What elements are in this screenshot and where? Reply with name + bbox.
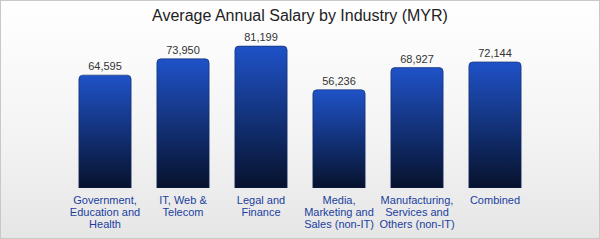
data-label: 72,144 bbox=[478, 47, 512, 59]
data-label: 68,927 bbox=[400, 53, 434, 65]
bar bbox=[79, 75, 131, 188]
bar bbox=[235, 46, 287, 188]
bars bbox=[79, 46, 521, 188]
data-label: 73,950 bbox=[166, 44, 200, 56]
x-tick-label: Legal and Finance bbox=[219, 194, 303, 218]
x-tick-label: IT, Web & Telecom bbox=[141, 194, 225, 218]
bar bbox=[469, 62, 521, 188]
x-tick-label: Manufacturing, Services and Others (non-… bbox=[375, 194, 459, 230]
data-label: 56,236 bbox=[322, 75, 356, 87]
data-label: 81,199 bbox=[244, 31, 278, 43]
bar bbox=[157, 59, 209, 188]
chart-title: Average Annual Salary by Industry (MYR) bbox=[152, 7, 448, 24]
x-tick-label: Government, Education and Health bbox=[63, 194, 147, 230]
data-label: 64,595 bbox=[88, 60, 122, 72]
x-tick-label: Combined bbox=[453, 194, 537, 206]
bar bbox=[313, 90, 365, 188]
x-tick-label: Media, Marketing and Sales (non-IT) bbox=[297, 194, 381, 230]
bar bbox=[391, 68, 443, 188]
